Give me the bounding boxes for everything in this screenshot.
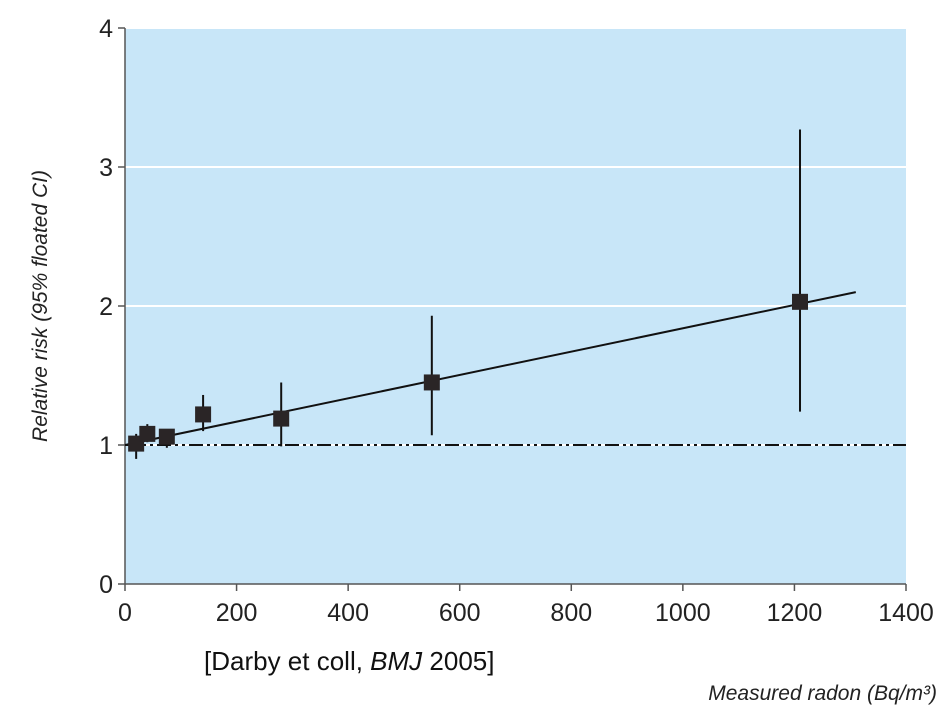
citation-prefix: [Darby et coll, [204, 646, 371, 676]
x-tick-label-1200: 1200 [767, 599, 823, 627]
data-point-1 [139, 425, 156, 442]
citation-journal: BMJ [370, 646, 423, 676]
fit-line-segment [124, 291, 856, 446]
x-tick-label-0: 0 [118, 599, 132, 627]
x-tick-label-600: 600 [439, 599, 481, 627]
data-point-2 [158, 428, 175, 445]
tick-labels: 0 200 400 600 800 1000 1200 1400 0 1 2 3 4 [99, 15, 934, 627]
citation-suffix: 2005] [422, 646, 495, 676]
y-tick-label-3: 3 [99, 154, 113, 182]
y-tick-label-4: 4 [99, 15, 113, 43]
x-tick-label-800: 800 [550, 599, 592, 627]
data-point-3 [195, 406, 212, 423]
data-point-5 [423, 374, 440, 391]
x-tick-label-400: 400 [327, 599, 369, 627]
data-point-4 [273, 410, 290, 427]
y-tick-label-2: 2 [99, 293, 113, 321]
x-tick-label-200: 200 [216, 599, 258, 627]
x-axis-title: Measured radon (Bq/m³) [708, 682, 937, 705]
x-tick-label-1400: 1400 [878, 599, 934, 627]
y-tick-label-1: 1 [99, 432, 113, 460]
citation: [Darby et coll, BMJ 2005] [204, 646, 494, 677]
fit-line [124, 291, 856, 446]
y-tick-label-0: 0 [99, 571, 113, 599]
data-point-6 [792, 293, 809, 310]
axes [118, 27, 907, 591]
data-points [128, 293, 809, 452]
y-axis-title: Relative risk (95% floated CI) [29, 170, 52, 442]
x-tick-label-1000: 1000 [655, 599, 711, 627]
